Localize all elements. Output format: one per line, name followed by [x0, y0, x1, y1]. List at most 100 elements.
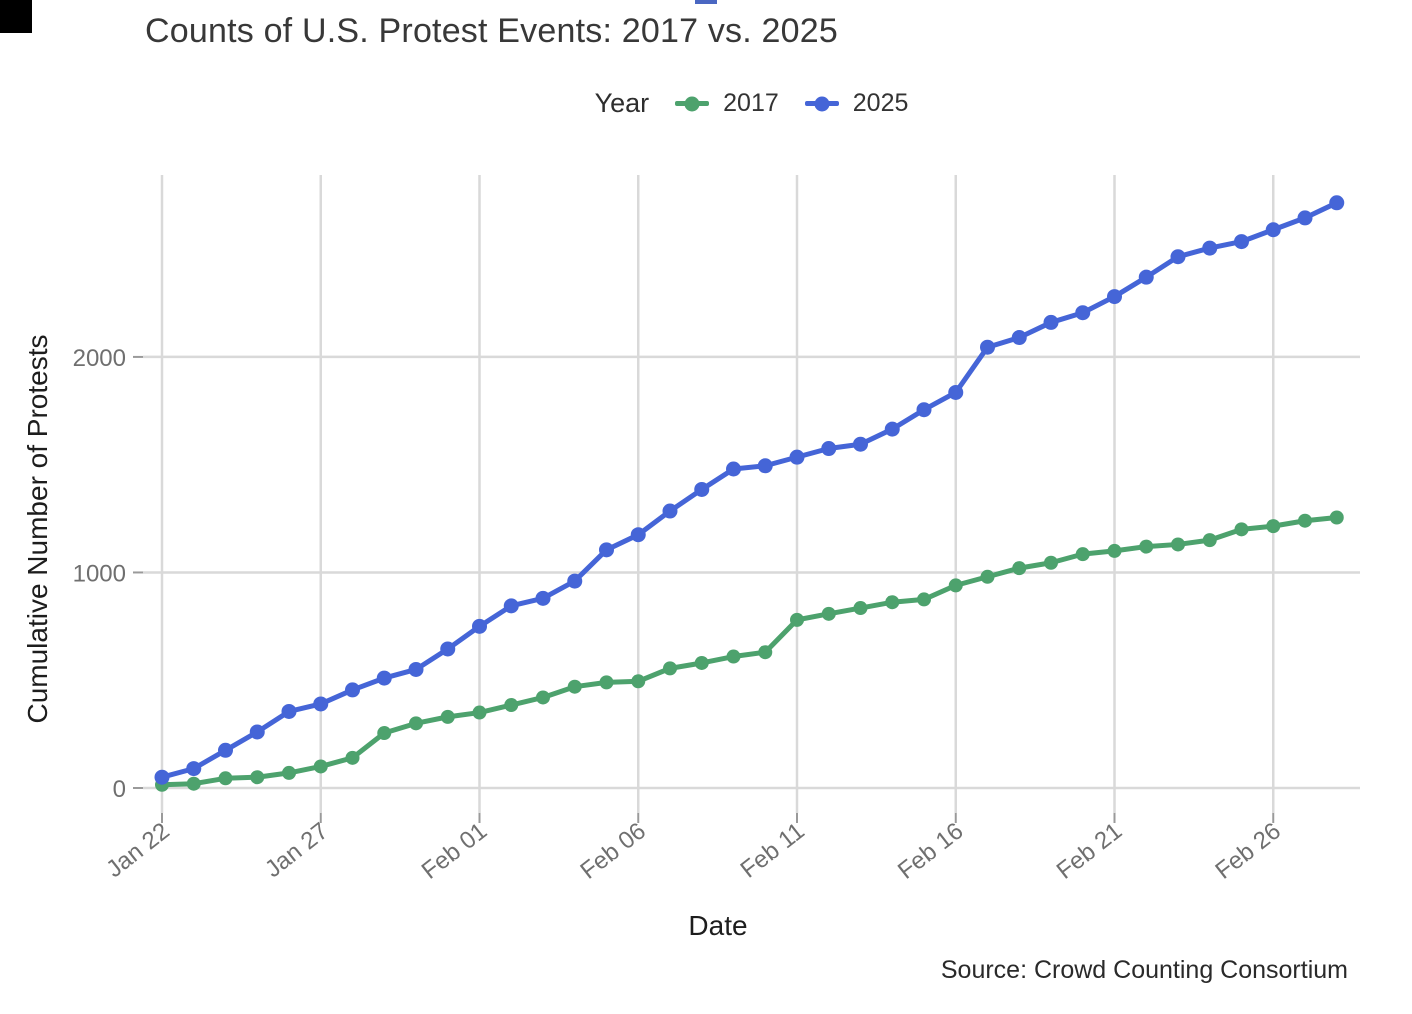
legend: Year 2017 2025 — [143, 88, 1360, 119]
point-2017-Feb-12 — [821, 606, 836, 621]
legend-item-2017: 2017 — [675, 89, 779, 118]
point-2025-Feb-06 — [630, 527, 646, 543]
point-2025-Feb-13 — [853, 436, 868, 452]
x-tick-label: Feb 01 — [417, 817, 493, 884]
series-2017 — [155, 510, 1344, 792]
point-2025-Feb-04 — [567, 573, 583, 589]
top-edge-artifact — [695, 0, 717, 4]
point-2017-Feb-04 — [567, 679, 582, 694]
point-2025-Feb-01 — [472, 618, 487, 634]
point-2025-Feb-17 — [980, 339, 995, 355]
axis-tick-labels: 0 1000 2000 Jan 22 Jan 27 Feb 01 Feb 06 Feb 11 F… — [73, 345, 1286, 885]
y-tick-label: 1000 — [73, 560, 126, 587]
series-2017-line — [159, 514, 1340, 788]
legend-label-2017: 2017 — [723, 89, 779, 117]
x-tick-label: Feb 16 — [893, 817, 969, 884]
point-2017-Feb-23 — [1171, 537, 1185, 552]
point-2025-Jan-31 — [440, 641, 456, 657]
point-2025-Jan-29 — [376, 670, 392, 686]
x-tick-label: Feb 11 — [736, 817, 810, 883]
point-2025-Feb-14 — [884, 421, 900, 437]
point-2017-Feb-26 — [1266, 519, 1281, 534]
point-2017-Feb-02 — [504, 698, 519, 713]
legend-marker-2025-icon — [804, 96, 839, 111]
point-2025-Feb-28 — [1329, 195, 1345, 211]
point-2017-Feb-17 — [980, 569, 995, 584]
point-2017-Jan-26 — [282, 765, 296, 780]
x-tick-label: Jan 22 — [101, 817, 174, 883]
point-2025-Feb-03 — [535, 590, 551, 606]
source-caption: Source: Crowd Counting Consortium — [940, 956, 1348, 984]
legend-item-2025: 2025 — [804, 89, 909, 118]
y-axis-title: Cumulative Number of Protests — [22, 334, 53, 724]
point-2025-Jan-30 — [408, 661, 424, 677]
legend-dot-2025-icon — [814, 96, 830, 111]
point-2017-Feb-15 — [917, 592, 931, 607]
chart-title: Counts of U.S. Protest Events: 2017 vs. … — [145, 12, 838, 50]
point-2025-Feb-15 — [916, 402, 932, 418]
point-2025-Feb-16 — [948, 384, 964, 400]
point-2017-Feb-10 — [758, 645, 773, 660]
point-2017-Feb-20 — [1075, 547, 1090, 562]
point-2017-Feb-13 — [853, 601, 868, 616]
legend-title: Year — [594, 88, 650, 118]
point-2025-Feb-20 — [1075, 305, 1091, 321]
point-2017-Feb-11 — [790, 612, 804, 627]
y-tick-label: 0 — [113, 776, 126, 803]
x-tick-label: Feb 21 — [1052, 817, 1128, 884]
point-2017-Feb-14 — [885, 595, 900, 610]
point-2017-Jan-27 — [313, 759, 328, 774]
point-2017-Jan-24 — [218, 771, 233, 786]
point-2025-Feb-10 — [757, 458, 773, 474]
point-2025-Jan-23 — [186, 761, 202, 777]
series-2025-line — [159, 200, 1340, 780]
point-2025-Feb-12 — [821, 441, 837, 457]
point-2017-Feb-25 — [1234, 522, 1249, 537]
point-2017-Feb-09 — [726, 649, 741, 664]
point-2025-Feb-02 — [503, 598, 519, 614]
point-2017-Feb-28 — [1329, 510, 1344, 525]
gridlines — [143, 175, 1360, 813]
legend-dot-2017-icon — [684, 96, 700, 111]
point-2017-Feb-21 — [1107, 543, 1122, 558]
point-2025-Jan-27 — [313, 696, 329, 712]
point-2017-Jan-25 — [250, 770, 265, 785]
point-2025-Feb-08 — [694, 481, 710, 497]
screen-corner-artifact — [0, 0, 32, 33]
point-2025-Feb-21 — [1107, 289, 1122, 305]
point-2025-Jan-22 — [154, 769, 170, 785]
point-2017-Feb-27 — [1298, 513, 1312, 528]
point-2017-Jan-30 — [409, 716, 423, 731]
point-2025-Feb-24 — [1202, 240, 1218, 256]
x-tick-label: Feb 26 — [1210, 817, 1286, 884]
point-2025-Jan-25 — [249, 724, 265, 740]
point-2025-Feb-05 — [599, 542, 614, 558]
point-2025-Feb-18 — [1011, 330, 1027, 346]
point-2017-Feb-22 — [1139, 539, 1154, 554]
point-2017-Feb-16 — [948, 578, 963, 593]
point-2017-Jan-29 — [377, 726, 392, 741]
x-tick-label: Jan 27 — [260, 817, 333, 883]
point-2025-Feb-27 — [1297, 210, 1313, 226]
point-2025-Feb-09 — [726, 461, 741, 477]
x-tick-label: Feb 06 — [575, 817, 651, 884]
axis-ticks — [133, 355, 1275, 823]
legend-label-2025: 2025 — [852, 89, 909, 117]
point-2025-Jan-26 — [281, 703, 297, 719]
point-2025-Jan-24 — [218, 742, 233, 758]
point-2025-Feb-26 — [1265, 222, 1281, 238]
point-2025-Feb-22 — [1138, 269, 1154, 285]
point-2017-Jan-23 — [186, 776, 201, 791]
point-2017-Feb-05 — [599, 675, 614, 690]
point-2017-Feb-18 — [1012, 561, 1027, 576]
point-2017-Jan-31 — [440, 709, 455, 724]
point-2025-Feb-07 — [662, 503, 678, 519]
point-2017-Feb-19 — [1044, 555, 1058, 570]
x-axis-title: Date — [688, 910, 748, 941]
point-2025-Jan-28 — [345, 682, 360, 698]
point-2017-Feb-07 — [663, 661, 677, 676]
point-2017-Jan-28 — [345, 750, 360, 765]
point-2017-Feb-06 — [631, 674, 646, 689]
